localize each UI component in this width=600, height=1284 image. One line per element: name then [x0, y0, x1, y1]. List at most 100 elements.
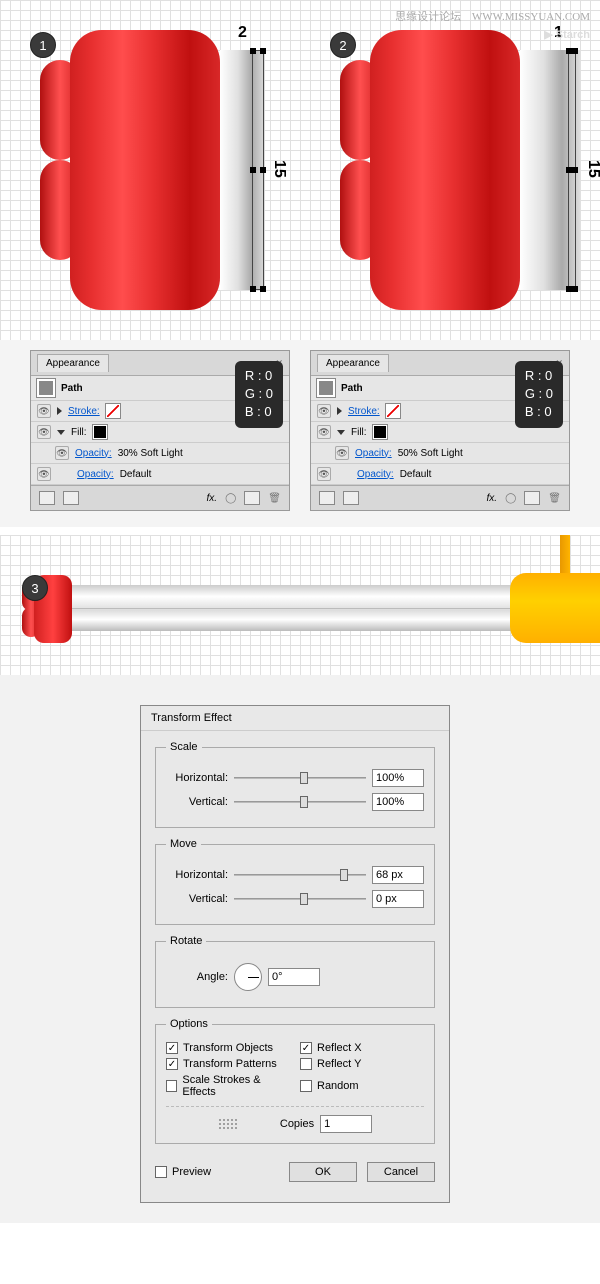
visibility-icon[interactable]: 👁	[55, 446, 69, 460]
watermark-row: 思缘设计论坛 WWW.MISSYUAN.COM	[395, 8, 590, 24]
anchor-grid-icon[interactable]	[218, 1118, 238, 1130]
visibility-icon[interactable]: 👁	[37, 425, 51, 439]
move-v-input[interactable]	[372, 890, 424, 908]
duplicate-icon[interactable]	[524, 491, 540, 505]
visibility-icon[interactable]: 👁	[317, 425, 331, 439]
angle-input[interactable]	[268, 968, 320, 986]
dim-height-2: 15	[584, 160, 600, 178]
expand-icon[interactable]	[337, 430, 345, 435]
scale-fieldset: Scale Horizontal: Vertical:	[155, 741, 435, 828]
red-cap-main	[70, 30, 220, 310]
rotate-fieldset: Rotate Angle:	[155, 935, 435, 1008]
preview-checkbox[interactable]: Preview	[155, 1166, 211, 1178]
transform-objects-checkbox[interactable]: Transform Objects	[166, 1042, 290, 1054]
scale-v-input[interactable]	[372, 793, 424, 811]
options-legend: Options	[166, 1018, 212, 1030]
random-checkbox[interactable]: Random	[300, 1074, 424, 1098]
step-badge-3: 3	[22, 575, 48, 601]
opacity-default: Default	[120, 469, 152, 480]
opacity-link[interactable]: Opacity:	[75, 448, 112, 459]
scale-legend: Scale	[166, 741, 202, 753]
move-v-slider[interactable]	[234, 891, 366, 907]
trash-icon[interactable]: 🗑	[268, 493, 281, 504]
rotate-legend: Rotate	[166, 935, 206, 947]
new-art-icon[interactable]	[39, 491, 55, 505]
object-swatch	[317, 379, 335, 397]
move-v-label: Vertical:	[166, 893, 228, 905]
visibility-icon[interactable]: 👁	[317, 467, 331, 481]
duplicate-icon[interactable]	[244, 491, 260, 505]
angle-label: Angle:	[166, 971, 228, 983]
dim-width-1: 2	[238, 24, 247, 42]
watermark-url: WWW.MISSYUAN.COM	[472, 11, 590, 23]
new-art-icon[interactable]	[319, 491, 335, 505]
panel-tab[interactable]: Appearance	[37, 354, 109, 372]
copies-input[interactable]	[320, 1115, 372, 1133]
dialog-area: Transform Effect Scale Horizontal: Verti…	[0, 675, 600, 1223]
scale-v-slider[interactable]	[234, 794, 366, 810]
scale-h-label: Horizontal:	[166, 772, 228, 784]
opacity-value: 30% Soft Light	[118, 448, 183, 459]
dim-height-1: 15	[270, 160, 288, 178]
panel-tab[interactable]: Appearance	[317, 354, 389, 372]
reflect-y-checkbox[interactable]: Reflect Y	[300, 1058, 424, 1070]
fill-label: Fill:	[71, 427, 87, 438]
object-type: Path	[61, 383, 83, 394]
red-cap-main-2	[370, 30, 520, 310]
stroke-label[interactable]: Stroke:	[68, 406, 100, 417]
expand-icon[interactable]	[57, 430, 65, 435]
transform-patterns-checkbox[interactable]: Transform Patterns	[166, 1058, 290, 1070]
stroke-swatch[interactable]	[106, 404, 120, 418]
watermark-cn: 思缘设计论坛	[395, 11, 461, 23]
fx-icon[interactable]: fx.	[487, 493, 498, 504]
opacity-link[interactable]: Opacity:	[355, 448, 392, 459]
step-badge-2: 2	[330, 32, 356, 58]
scale-v-label: Vertical:	[166, 796, 228, 808]
scale-h-input[interactable]	[372, 769, 424, 787]
step-badge-1: 1	[30, 32, 56, 58]
visibility-icon[interactable]: 👁	[37, 467, 51, 481]
angle-dial[interactable]	[234, 963, 262, 991]
panel-footer: fx. ◯ 🗑	[31, 485, 289, 510]
move-h-input[interactable]	[372, 866, 424, 884]
appearance-panel-2: R : 0G : 0B : 0 Appearance ◄◄ ✕ Path 👁 S…	[310, 350, 570, 511]
opacity-link[interactable]: Opacity:	[77, 469, 114, 480]
canvas-2: 2 1 15	[300, 0, 600, 340]
stroke-swatch[interactable]	[386, 404, 400, 418]
visibility-icon[interactable]: 👁	[37, 404, 51, 418]
opacity-link[interactable]: Opacity:	[357, 469, 394, 480]
trash-icon[interactable]: 🗑	[548, 493, 561, 504]
expand-icon[interactable]	[337, 407, 342, 415]
opacity-default-row[interactable]: 👁 Opacity: Default	[311, 464, 569, 485]
fill-swatch[interactable]	[373, 425, 387, 439]
fill-opacity-row[interactable]: 👁 Opacity: 30% Soft Light	[31, 443, 289, 464]
fill-opacity-row[interactable]: 👁 Opacity: 50% Soft Light	[311, 443, 569, 464]
panel-footer: fx. ◯ 🗑	[311, 485, 569, 510]
selection-1[interactable]	[252, 50, 264, 290]
selection-2[interactable]	[568, 50, 576, 290]
fill-label: Fill:	[351, 427, 367, 438]
options-fieldset: Options Transform Objects Reflect X Tran…	[155, 1018, 435, 1144]
expand-icon[interactable]	[57, 407, 62, 415]
scale-strokes-checkbox[interactable]: Scale Strokes & Effects	[166, 1074, 290, 1098]
move-h-slider[interactable]	[234, 867, 366, 883]
reflect-x-checkbox[interactable]: Reflect X	[300, 1042, 424, 1054]
watermark-logo: ▶ Starch	[544, 28, 590, 41]
layer-icon[interactable]	[63, 491, 79, 505]
fill-swatch[interactable]	[93, 425, 107, 439]
opacity-default: Default	[400, 469, 432, 480]
rgb-tooltip-1: R : 0G : 0B : 0	[235, 361, 283, 428]
transform-dialog: Transform Effect Scale Horizontal: Verti…	[140, 705, 450, 1203]
stroke-label[interactable]: Stroke:	[348, 406, 380, 417]
visibility-icon[interactable]: 👁	[335, 446, 349, 460]
opacity-value: 50% Soft Light	[398, 448, 463, 459]
opacity-default-row[interactable]: 👁 Opacity: Default	[31, 464, 289, 485]
ok-button[interactable]: OK	[289, 1162, 357, 1182]
cancel-button[interactable]: Cancel	[367, 1162, 435, 1182]
visibility-icon[interactable]: 👁	[317, 404, 331, 418]
move-fieldset: Move Horizontal: Vertical:	[155, 838, 435, 925]
layer-icon[interactable]	[343, 491, 359, 505]
fx-icon[interactable]: fx.	[207, 493, 218, 504]
scale-h-slider[interactable]	[234, 770, 366, 786]
canvas-row: 1 2 15 2 1 15	[0, 0, 600, 340]
